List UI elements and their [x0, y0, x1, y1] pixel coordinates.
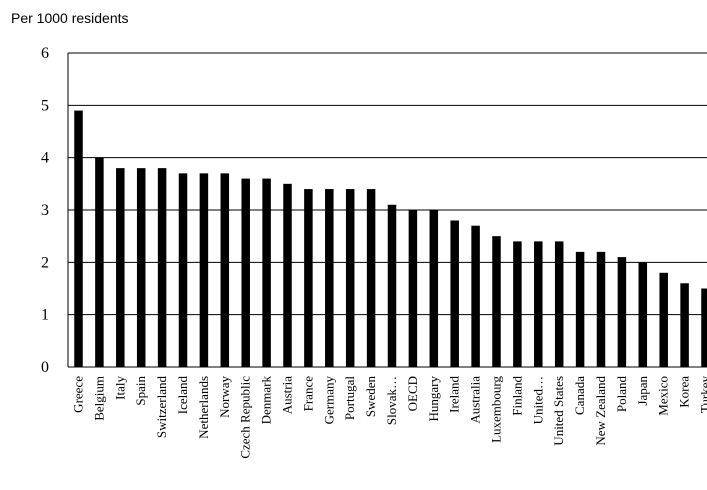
x-tick-label: Australia: [468, 376, 483, 424]
x-tick-label: OECD: [405, 376, 420, 411]
y-tick-label: 0: [41, 359, 49, 376]
bar-united: [534, 241, 543, 367]
bar-australia: [471, 225, 480, 367]
bar-new-zealand: [596, 251, 606, 367]
x-tick-label: Hungary: [426, 376, 441, 422]
y-tick-label: 1: [41, 307, 49, 324]
y-tick-label: 6: [41, 45, 49, 62]
x-tick-label: Belgium: [91, 376, 106, 421]
bar-hungary: [429, 210, 439, 367]
bar-canada: [575, 251, 585, 367]
x-tick-label: United…: [530, 376, 545, 424]
bar-netherlands: [199, 173, 209, 367]
bar-finland: [513, 241, 522, 367]
bar-luxembourg: [492, 236, 501, 367]
x-tick-label: Luxembourg: [489, 376, 504, 443]
bar-italy: [116, 168, 125, 367]
x-tick-label: Norway: [217, 376, 232, 418]
bar-france: [304, 189, 313, 367]
x-tick-label: Italy: [112, 376, 127, 400]
bar-iceland: [178, 173, 188, 367]
bar-czech-republic: [241, 178, 250, 367]
x-tick-label: Denmark: [259, 376, 274, 425]
x-tick-label: New Zealand: [593, 376, 608, 446]
bar-slovak: [387, 204, 397, 367]
x-tick-label: Iceland: [175, 376, 190, 415]
x-tick-label: Finland: [509, 376, 524, 416]
x-tick-label: Spain: [133, 376, 148, 406]
bar-norway: [220, 173, 230, 367]
bar-united-states: [554, 241, 564, 367]
bar-portugal: [345, 189, 355, 367]
bar-ireland: [450, 220, 459, 367]
bar-turkey: [701, 288, 707, 367]
bar-greece: [74, 110, 83, 368]
x-tick-label: United States: [551, 376, 566, 446]
x-tick-label: Slovak…: [384, 376, 399, 425]
x-tick-label: Greece: [71, 376, 86, 413]
bar-japan: [638, 262, 648, 367]
x-tick-label: Ireland: [447, 376, 462, 413]
x-tick-label: Mexico: [656, 376, 671, 416]
bar-spain: [136, 168, 146, 367]
bar-switzerland: [157, 168, 167, 367]
x-tick-label: Portugal: [342, 376, 357, 420]
y-tick-label: 5: [41, 97, 49, 114]
y-tick-label: 4: [41, 150, 49, 167]
x-tick-label: Poland: [614, 376, 629, 413]
x-tick-label: Japan: [635, 376, 650, 406]
bar-germany: [325, 189, 334, 367]
x-tick-label: Turkey: [698, 376, 707, 414]
x-tick-label: Austria: [280, 376, 295, 415]
x-tick-label: Korea: [677, 376, 692, 408]
x-tick-label: Czech Republic: [238, 376, 253, 459]
unit-label: Per 1000 residents: [11, 10, 129, 26]
x-tick-label: Canada: [572, 376, 587, 415]
bars: [74, 110, 707, 368]
y-tick-label: 2: [41, 254, 49, 271]
bar-korea: [680, 283, 689, 367]
x-tick-label: Netherlands: [196, 376, 211, 439]
y-axis-ticks: 0 1 2 3 4 5 6: [41, 45, 49, 376]
bar-mexico: [659, 272, 668, 367]
bar-poland: [617, 257, 627, 367]
x-tick-label: France: [300, 376, 315, 412]
bar-sweden: [366, 189, 376, 367]
x-axis-labels: Greece Belgium Italy Spain Switzerland Icelan…: [71, 376, 707, 459]
x-tick-label: Switzerland: [154, 376, 169, 439]
bar-belgium: [95, 157, 104, 367]
x-tick-label: Germany: [321, 376, 336, 425]
bar-austria: [283, 183, 292, 367]
bar-oecd: [408, 210, 418, 367]
x-tick-label: Sweden: [363, 376, 378, 418]
y-tick-label: 3: [41, 202, 49, 219]
bar-denmark: [262, 178, 271, 367]
